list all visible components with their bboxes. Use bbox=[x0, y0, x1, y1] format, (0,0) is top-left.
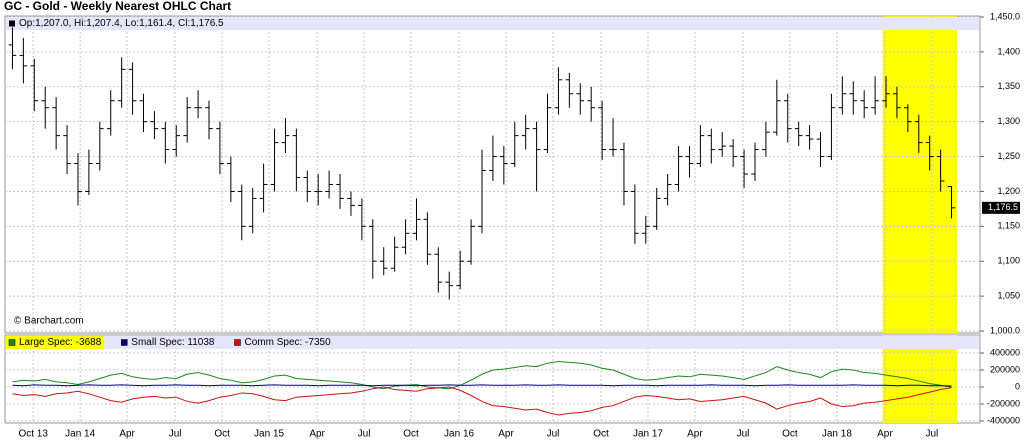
y-tick-label: 1,250 bbox=[997, 151, 1020, 161]
legend-band bbox=[6, 17, 979, 30]
x-tick-label: Oct bbox=[214, 429, 230, 440]
y-tick-label: 1,050 bbox=[997, 290, 1020, 300]
y-tick-label: 400000 bbox=[990, 347, 1020, 357]
series-line bbox=[12, 360, 952, 390]
x-tick-label: Jan 14 bbox=[65, 429, 95, 440]
legend-swatch bbox=[8, 339, 16, 346]
credit: © Barchart.com bbox=[14, 316, 84, 327]
legend-label: Large Spec: -3688 bbox=[19, 337, 102, 348]
x-tick-label: Oct bbox=[403, 429, 419, 440]
y-tick-label: 200000 bbox=[990, 364, 1020, 374]
y-tick-label: 0 bbox=[1015, 381, 1020, 391]
x-tick-label: Apr bbox=[119, 429, 135, 440]
x-tick-label: Jul bbox=[925, 429, 938, 440]
legend-swatch bbox=[9, 20, 15, 27]
x-tick-label: Jan 17 bbox=[633, 429, 663, 440]
y-tick-label: 1,200 bbox=[997, 186, 1020, 196]
y-tick-label: -200000 bbox=[987, 398, 1020, 408]
y-tick-label: 1,350 bbox=[997, 81, 1020, 91]
x-tick-label: Jul bbox=[169, 429, 182, 440]
x-tick-label: Jan 16 bbox=[444, 429, 474, 440]
y-tick-label: -400000 bbox=[987, 415, 1020, 425]
series-line bbox=[12, 386, 952, 416]
y-tick-label: 1,400 bbox=[997, 46, 1020, 56]
x-tick-label: Jul bbox=[358, 429, 371, 440]
panel-frame bbox=[4, 334, 981, 424]
x-tick-label: Oct bbox=[782, 429, 798, 440]
chart-title: GC - Gold - Weekly Nearest OHLC Chart bbox=[4, 0, 231, 13]
y-tick-label: 1,450.0 bbox=[990, 11, 1020, 21]
x-tick-label: Oct bbox=[593, 429, 609, 440]
y-tick-label: 1,300 bbox=[997, 116, 1020, 126]
last-price-label: 1,176.5 bbox=[988, 202, 1018, 212]
x-tick-label: Apr bbox=[309, 429, 325, 440]
x-tick-label: Jul bbox=[737, 429, 750, 440]
y-tick-label: 1,100 bbox=[997, 256, 1020, 266]
x-tick-label: Apr bbox=[877, 429, 893, 440]
legend-label: Small Spec: 11038 bbox=[131, 337, 215, 348]
legend-label: Comm Spec: -7350 bbox=[244, 337, 331, 348]
legend-band bbox=[6, 336, 979, 349]
x-tick-label: Oct 13 bbox=[18, 429, 48, 440]
highlight-band bbox=[882, 335, 957, 423]
x-tick-label: Apr bbox=[687, 429, 703, 440]
legend-swatch bbox=[121, 339, 128, 346]
highlight-band bbox=[882, 16, 957, 333]
series-line bbox=[12, 384, 952, 387]
y-tick-label: 1,000.0 bbox=[990, 325, 1020, 335]
y-tick-label: 1,150 bbox=[997, 221, 1020, 231]
ohlc-info: Op:1,207.0, Hi:1,207.4, Lo:1,161.4, Cl:1… bbox=[19, 18, 224, 29]
x-tick-label: Jul bbox=[547, 429, 560, 440]
x-tick-label: Jan 18 bbox=[822, 429, 852, 440]
x-tick-label: Jan 15 bbox=[254, 429, 284, 440]
last-price-box bbox=[982, 201, 1020, 214]
x-tick-label: Apr bbox=[498, 429, 514, 440]
legend-highlight bbox=[6, 336, 105, 349]
legend-swatch bbox=[234, 339, 241, 346]
